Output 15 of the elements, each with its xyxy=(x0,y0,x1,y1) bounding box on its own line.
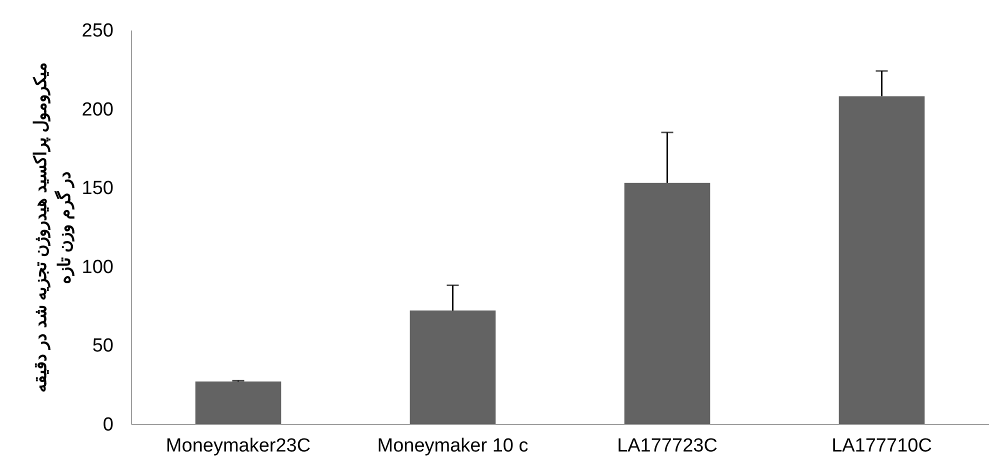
y-tick-label: 50 xyxy=(92,336,114,357)
x-tick-label: Moneymaker23C xyxy=(166,436,311,456)
y-tick-label: 150 xyxy=(82,178,114,200)
y-axis-title: میکرومول پراکسید هیدروژن تجزیه شد در دقیقه در گرم وزن تازه xyxy=(30,62,75,393)
y-tick-label: 0 xyxy=(102,414,114,436)
x-tick-label: LA177723C xyxy=(617,436,718,456)
y-tick-label: 200 xyxy=(82,99,114,120)
bar xyxy=(624,182,710,424)
y-tick-label: 250 xyxy=(82,20,114,42)
x-tick-label: Moneymaker 10 c xyxy=(377,436,528,456)
bar xyxy=(195,381,282,424)
y-tick-label: 100 xyxy=(82,256,114,278)
bar xyxy=(838,96,925,424)
bar xyxy=(410,310,496,424)
x-tick-label: LA177710C xyxy=(832,436,932,456)
